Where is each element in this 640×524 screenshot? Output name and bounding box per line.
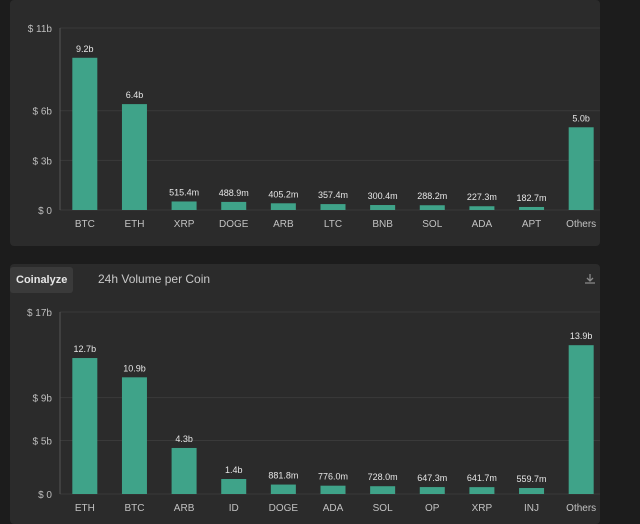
data-label: 12.7b xyxy=(74,344,97,354)
data-label: 10.9b xyxy=(123,363,146,373)
panel-title: 24h Volume per Coin xyxy=(98,272,211,286)
x-tick-label: ARB xyxy=(273,219,294,230)
data-label: 357.4m xyxy=(318,190,348,200)
bar-eth xyxy=(121,104,147,210)
y-tick-label: $ 6b xyxy=(33,107,53,118)
bar-eth xyxy=(72,358,98,494)
x-tick-label: INJ xyxy=(524,503,539,514)
x-tick-label: BTC xyxy=(75,219,95,230)
bar-bnb xyxy=(370,205,396,210)
bar-others xyxy=(568,345,594,494)
bar-chart-1: $ 0 $ 3b $ 6b $ 11b 9.2b BTC 6.4b ETH 515.4m XRP 4… xyxy=(28,24,600,230)
x-tick-label: Others xyxy=(566,219,596,230)
bar-inj xyxy=(519,488,545,494)
data-label: 9.2b xyxy=(76,44,94,54)
x-tick-label: BTC xyxy=(124,503,144,514)
bar-chart-2: $ 0 $ 5b $ 9b $ 17b 12.7b ETH 10.9b BTC 4.3b ARB 1… xyxy=(27,308,600,514)
data-label: 300.4m xyxy=(368,191,398,201)
x-tick-label: ARB xyxy=(174,503,195,514)
download-icon[interactable] xyxy=(583,272,597,286)
data-label: 6.4b xyxy=(126,90,144,100)
x-tick-label: ETH xyxy=(75,503,95,514)
x-tick-label: XRP xyxy=(174,219,195,230)
volume-panel-1: $ 0 $ 3b $ 6b $ 11b 9.2b BTC 6.4b ETH 515.4m XRP 4… xyxy=(10,0,600,246)
y-tick-label: $ 3b xyxy=(33,156,53,167)
data-label: 559.7m xyxy=(517,474,547,484)
bar-doge xyxy=(221,201,247,210)
bar-id xyxy=(221,479,247,494)
y-tick-label: $ 0 xyxy=(38,206,52,217)
bar-apt xyxy=(519,206,545,210)
data-label: 227.3m xyxy=(467,192,497,202)
x-tick-label: OP xyxy=(425,503,440,514)
data-label: 1.4b xyxy=(225,465,243,475)
bar-sol xyxy=(370,486,396,494)
x-tick-label: SOL xyxy=(373,503,393,514)
bar-arb xyxy=(270,203,296,210)
y-tick-label: $ 0 xyxy=(38,490,52,501)
bar-others xyxy=(568,127,594,210)
x-tick-label: DOGE xyxy=(269,503,299,514)
x-tick-label: ID xyxy=(229,503,239,514)
x-tick-label: APT xyxy=(522,219,541,230)
brand-logo: Coinalyze xyxy=(10,267,74,293)
x-tick-label: XRP xyxy=(472,503,493,514)
bar-arb xyxy=(171,447,197,494)
x-tick-label: ETH xyxy=(124,219,144,230)
data-label: 405.2m xyxy=(268,189,298,199)
bar-ada xyxy=(469,206,495,210)
bar-xrp xyxy=(469,487,495,494)
y-tick-label: $ 11b xyxy=(28,24,53,35)
x-tick-label: Others xyxy=(566,503,596,514)
bar-sol xyxy=(419,205,445,210)
data-label: 881.8m xyxy=(268,471,298,481)
data-label: 13.9b xyxy=(570,331,593,341)
x-tick-label: SOL xyxy=(422,219,442,230)
bar-ltc xyxy=(320,204,346,210)
data-label: 641.7m xyxy=(467,473,497,483)
x-tick-label: BNB xyxy=(372,219,393,230)
x-tick-label: LTC xyxy=(324,219,342,230)
x-tick-label: ADA xyxy=(323,503,344,514)
bar-ada xyxy=(320,485,346,494)
data-label: 647.3m xyxy=(417,473,447,483)
y-tick-label: $ 5b xyxy=(33,436,53,447)
bar-doge xyxy=(270,484,296,494)
volume-panel-2: Coinalyze 24h Volume per Coin $ 0 $ 5b $ 9… xyxy=(10,264,600,524)
x-tick-label: DOGE xyxy=(219,219,249,230)
y-tick-label: $ 9b xyxy=(33,394,53,405)
bar-btc xyxy=(72,57,98,211)
bar-btc xyxy=(121,377,147,494)
panel-header: Coinalyze 24h Volume per Coin xyxy=(10,264,600,296)
data-label: 728.0m xyxy=(368,472,398,482)
data-label: 288.2m xyxy=(417,191,447,201)
data-label: 515.4m xyxy=(169,187,199,197)
data-label: 776.0m xyxy=(318,472,348,482)
data-label: 5.0b xyxy=(572,113,590,123)
bar-op xyxy=(419,487,445,494)
y-tick-label: $ 17b xyxy=(27,308,52,319)
data-label: 488.9m xyxy=(219,188,249,198)
data-label: 4.3b xyxy=(175,434,193,444)
data-label: 182.7m xyxy=(517,193,547,203)
x-tick-label: ADA xyxy=(472,219,493,230)
bar-xrp xyxy=(171,201,197,210)
